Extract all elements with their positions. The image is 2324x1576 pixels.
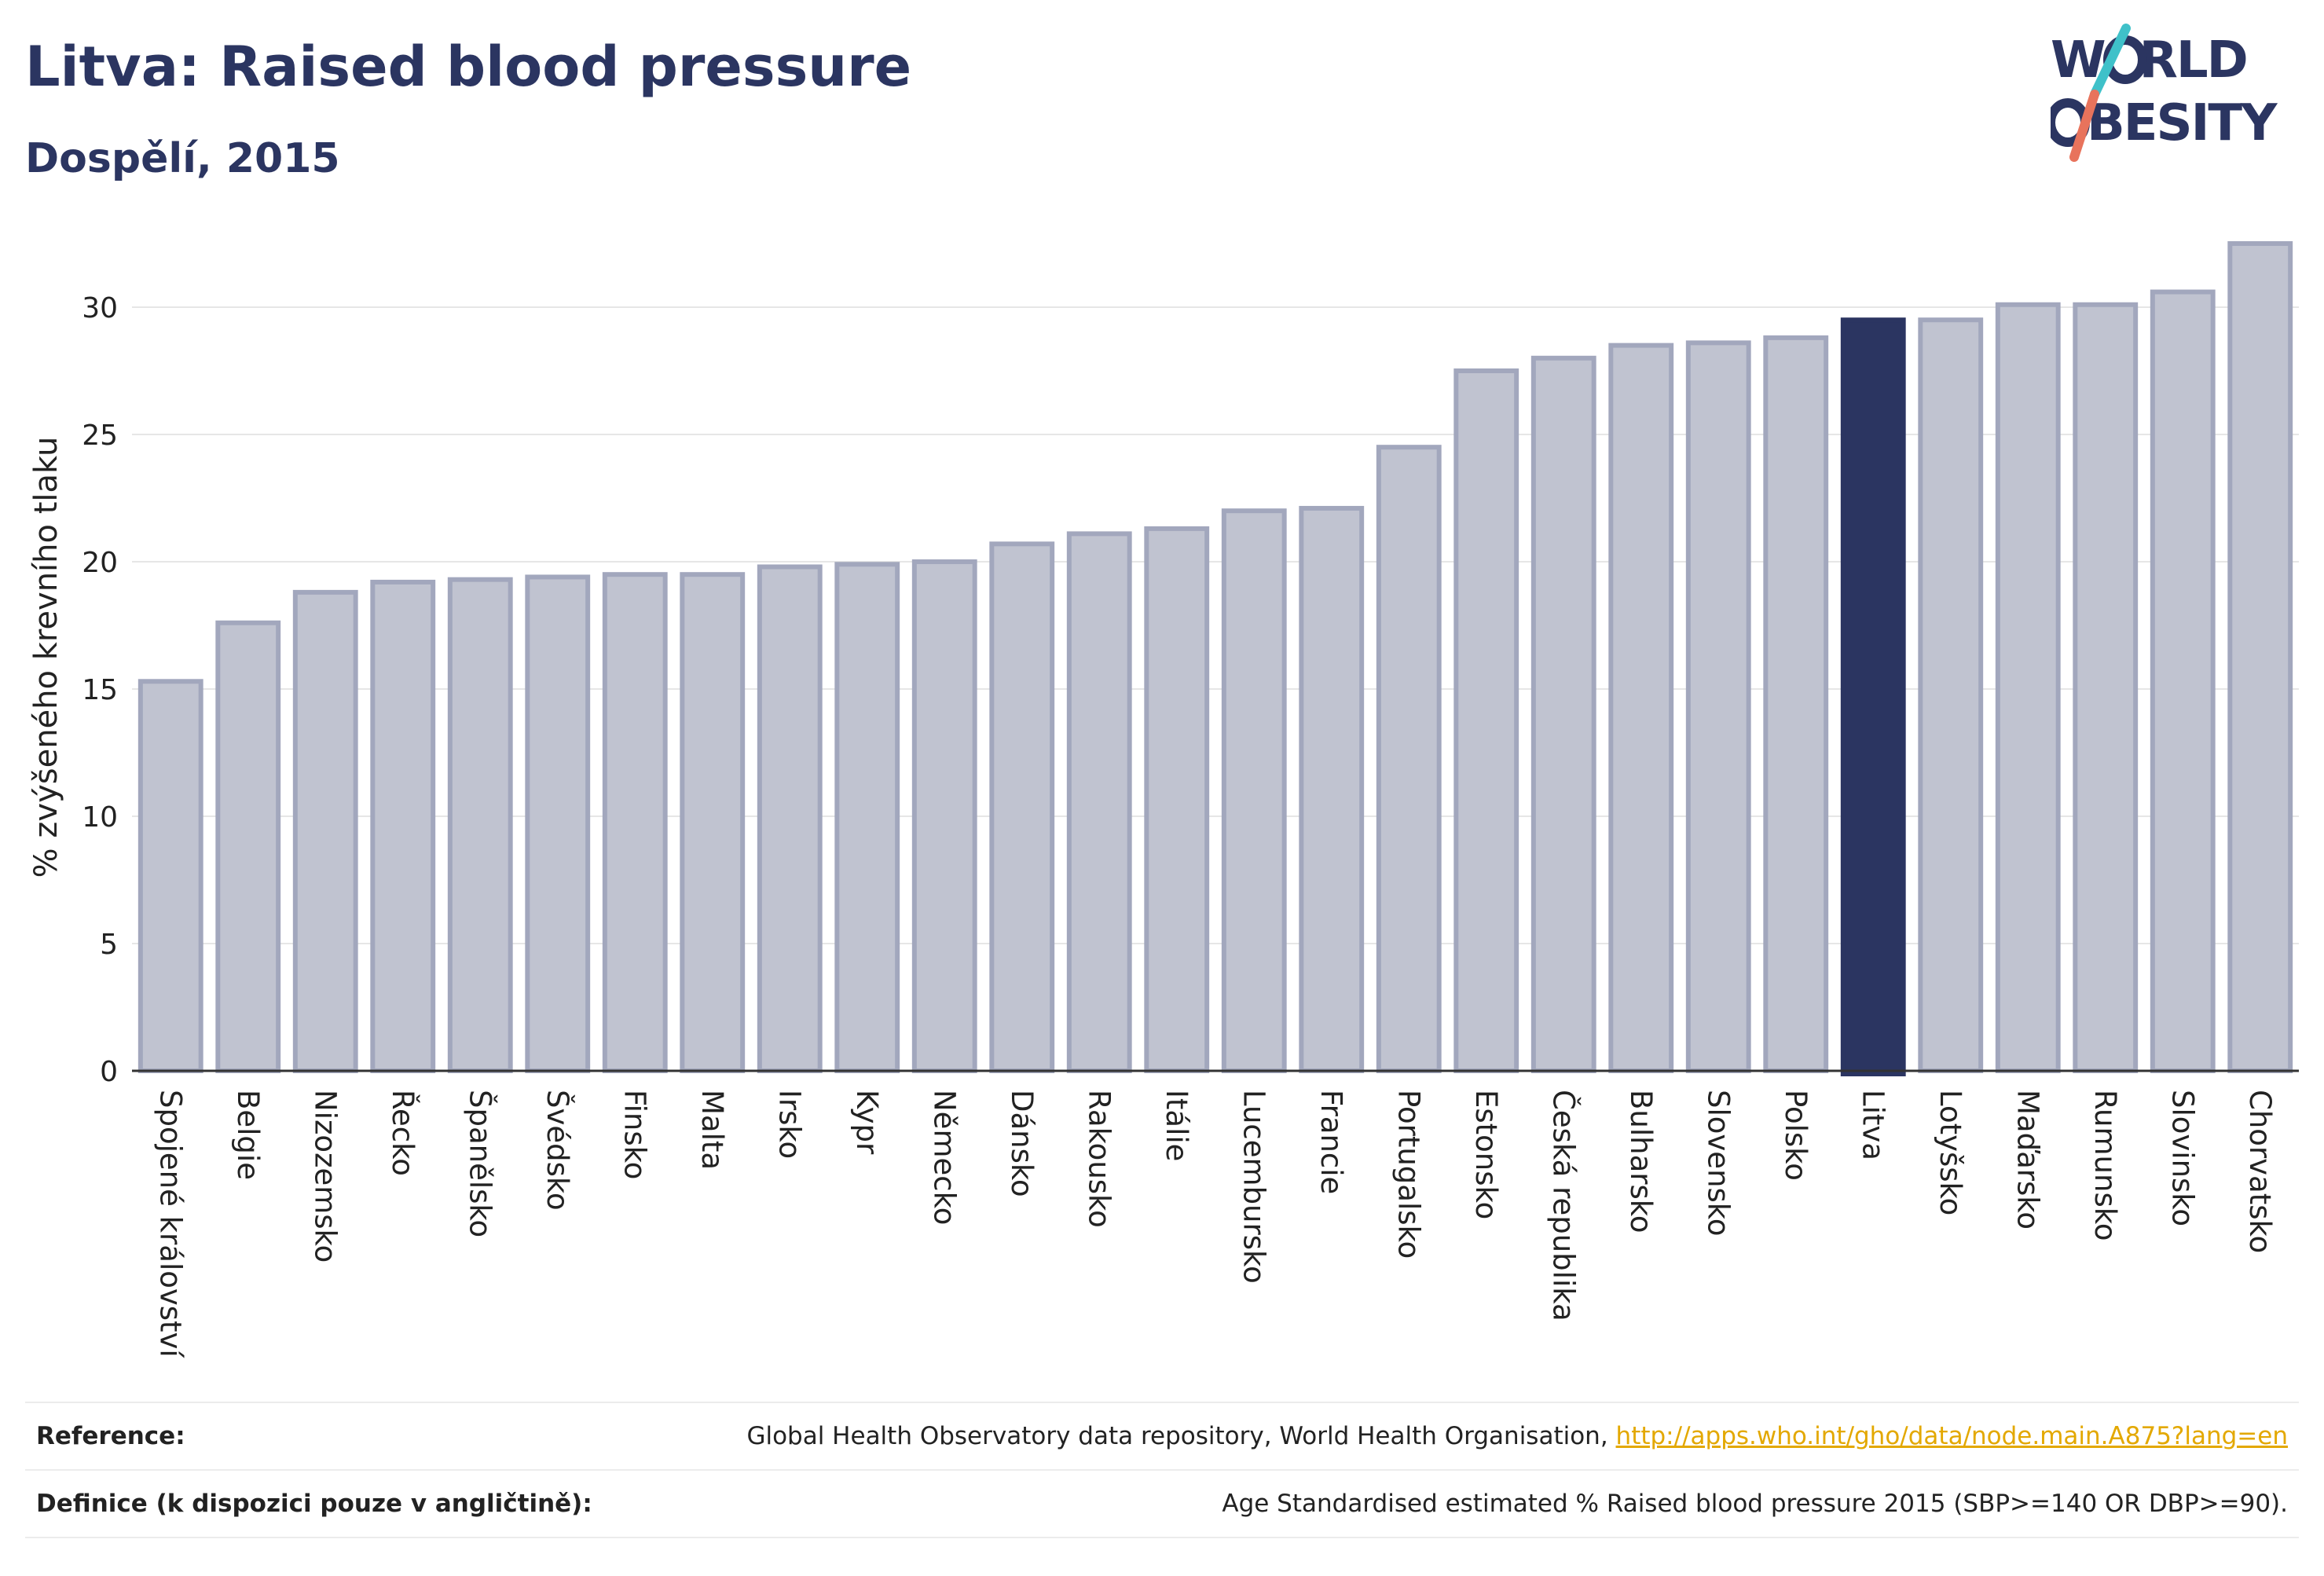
bar <box>834 562 900 1073</box>
x-tick-label: Francie <box>1314 1090 1348 1194</box>
bar <box>137 679 203 1074</box>
x-tick-label: Spojené království <box>153 1090 187 1358</box>
x-tick-label: Bulharsko <box>1624 1090 1658 1233</box>
world-obesity-logo: W RLD BESITY <box>2051 24 2279 162</box>
y-tick-label: 0 <box>100 1056 118 1088</box>
x-tick-label: Česká republika <box>1546 1090 1581 1321</box>
x-tick-label: Španělsko <box>463 1090 497 1237</box>
x-tick-label: Slovinsko <box>2165 1090 2199 1226</box>
x-tick-label: Lucembursko <box>1237 1090 1270 1284</box>
y-tick-label: 10 <box>82 801 118 834</box>
y-tick-label: 15 <box>82 674 118 706</box>
bar <box>2073 302 2139 1073</box>
bar <box>1144 526 1210 1073</box>
x-tick-label: Rumunsko <box>2088 1090 2122 1241</box>
bar <box>1685 340 1751 1073</box>
bar <box>1608 343 1674 1074</box>
reference-link[interactable]: http://apps.who.int/gho/data/node.main.A… <box>1615 1422 2288 1450</box>
y-tick-label: 25 <box>82 420 118 452</box>
y-tick-label: 5 <box>100 929 118 961</box>
x-tick-label: Švédsko <box>541 1090 575 1211</box>
reference-row: Reference: Global Health Observatory dat… <box>25 1402 2299 1469</box>
x-tick-label: Estonsko <box>1469 1090 1503 1219</box>
x-tick-label: Maďarsko <box>2011 1090 2044 1230</box>
x-tick-label: Rakousko <box>1082 1090 1116 1228</box>
bar <box>370 579 436 1073</box>
bar-chart: 0 5 10 15 20 25 30 Spojené království Belgie Nizo… <box>28 241 2299 1358</box>
x-tick-label: Polsko <box>1779 1090 1813 1181</box>
bar <box>989 541 1055 1073</box>
reference-text: Global Health Observatory data repositor… <box>746 1422 1616 1450</box>
y-axis-label: % zvýšeného krevního tlaku <box>28 437 64 878</box>
bar <box>292 589 358 1073</box>
bar <box>1376 445 1442 1073</box>
page-title: Litva: Raised blood pressure <box>25 35 912 99</box>
x-tick-label: Belgie <box>231 1090 265 1180</box>
bar-highlighted <box>1840 317 1906 1076</box>
bar <box>1763 335 1829 1073</box>
x-tick-label: Finsko <box>618 1090 651 1179</box>
svg-text:BESITY: BESITY <box>2087 94 2278 152</box>
bar <box>447 577 513 1073</box>
definition-row: Definice (k dispozici pouze v angličtině… <box>25 1469 2299 1538</box>
reference-value: Global Health Observatory data repositor… <box>746 1422 2288 1450</box>
definition-label: Definice (k dispozici pouze v angličtině… <box>36 1490 592 1518</box>
y-tick-label: 20 <box>82 547 118 579</box>
x-tick-label: Portugalsko <box>1391 1090 1425 1259</box>
x-tick-label: Irsko <box>772 1090 806 1159</box>
x-tick-label: Malta <box>695 1090 729 1170</box>
x-tick-label: Litva <box>1856 1090 1890 1160</box>
x-tick-label: Kypr <box>850 1090 884 1155</box>
bar <box>1453 368 1519 1073</box>
bar <box>525 574 591 1073</box>
x-tick-label: Lotyšsko <box>1934 1090 1967 1215</box>
x-tick-label: Slovensko <box>1701 1090 1735 1237</box>
bar <box>1299 505 1365 1073</box>
x-tick-label: Nizozemsko <box>308 1090 342 1263</box>
bar <box>215 620 281 1073</box>
bar <box>1995 302 2061 1073</box>
reference-label: Reference: <box>36 1422 185 1450</box>
bar <box>680 572 746 1073</box>
bar <box>1066 531 1132 1073</box>
footer-table: Reference: Global Health Observatory dat… <box>25 1402 2299 1538</box>
bar <box>2227 241 2293 1073</box>
definition-text: Age Standardised estimated % Raised bloo… <box>1222 1490 2288 1518</box>
bar <box>2150 289 2216 1073</box>
x-tick-label: Itálie <box>1160 1090 1193 1161</box>
x-tick-label: Chorvatsko <box>2243 1090 2277 1253</box>
bar <box>1918 317 1984 1073</box>
x-tick-label: Řecko <box>386 1090 420 1176</box>
bar <box>911 559 977 1073</box>
x-tick-label: Německo <box>927 1090 961 1225</box>
y-tick-label: 30 <box>82 292 118 324</box>
bar <box>1221 508 1287 1073</box>
x-tick-label: Dánsko <box>1005 1090 1039 1197</box>
bar <box>1530 355 1596 1073</box>
bar <box>757 564 823 1073</box>
bar <box>602 572 668 1073</box>
page-subtitle: Dospělí, 2015 <box>25 135 340 182</box>
